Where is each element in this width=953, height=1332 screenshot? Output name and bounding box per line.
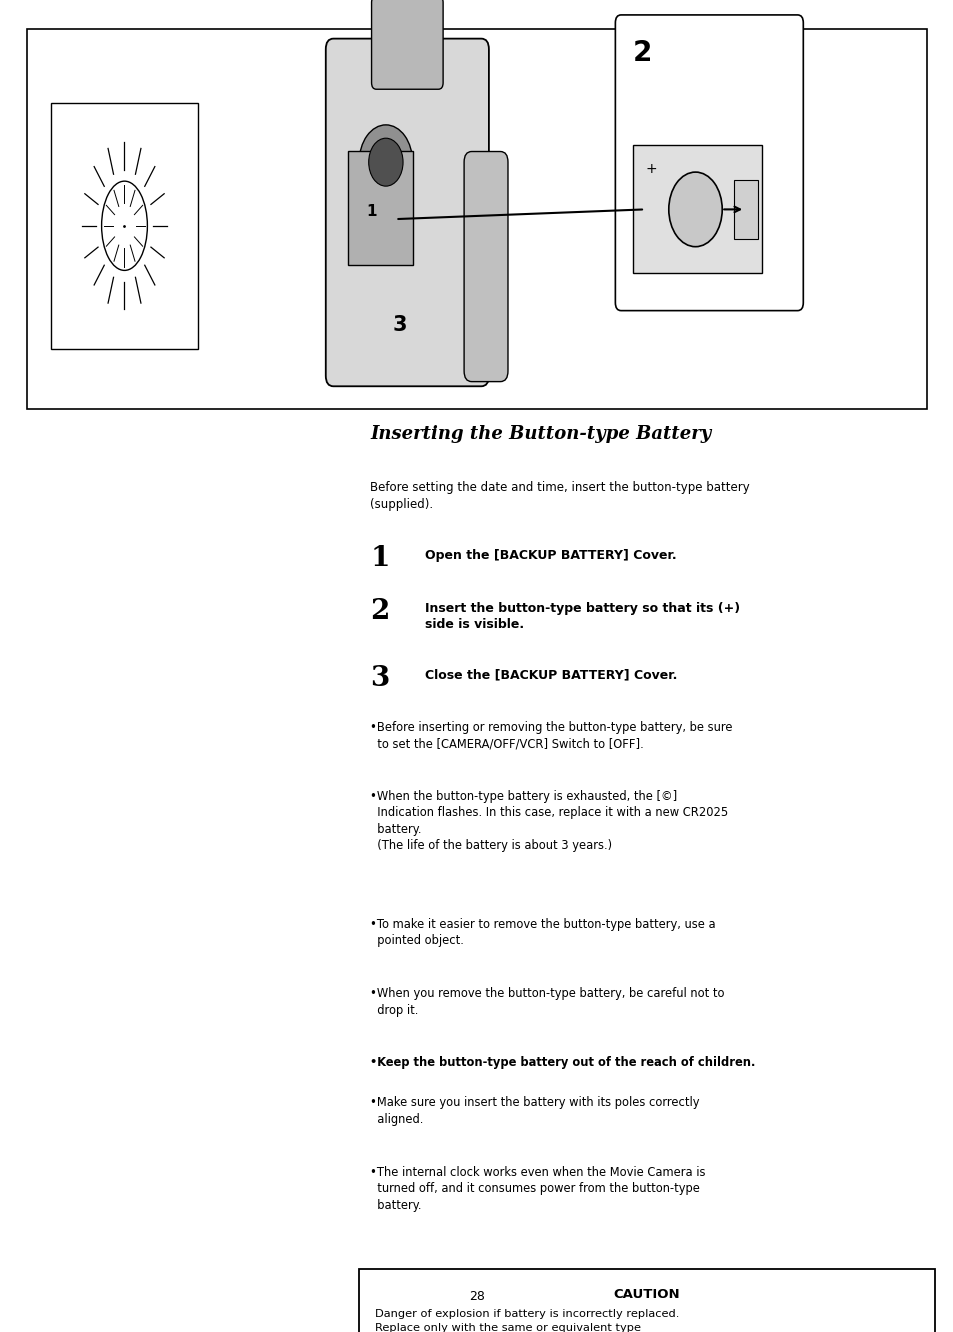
FancyBboxPatch shape bbox=[733, 180, 758, 238]
Circle shape bbox=[668, 172, 721, 246]
Text: Before setting the date and time, insert the button-type battery
(supplied).: Before setting the date and time, insert… bbox=[370, 481, 749, 511]
Text: 2: 2 bbox=[632, 39, 651, 67]
FancyBboxPatch shape bbox=[358, 1269, 934, 1332]
Text: 2: 2 bbox=[370, 598, 389, 625]
Text: •Keep the button-type battery out of the reach of children.: •Keep the button-type battery out of the… bbox=[370, 1056, 755, 1070]
FancyBboxPatch shape bbox=[615, 15, 802, 310]
FancyBboxPatch shape bbox=[347, 152, 412, 265]
FancyBboxPatch shape bbox=[463, 152, 507, 382]
Text: Close the [BACKUP BATTERY] Cover.: Close the [BACKUP BATTERY] Cover. bbox=[425, 669, 678, 682]
FancyBboxPatch shape bbox=[325, 39, 488, 386]
Text: 1: 1 bbox=[366, 204, 376, 218]
FancyBboxPatch shape bbox=[371, 0, 442, 89]
Text: •To make it easier to remove the button-type battery, use a
  pointed object.: •To make it easier to remove the button-… bbox=[370, 918, 715, 947]
Text: •The internal clock works even when the Movie Camera is
  turned off, and it con: •The internal clock works even when the … bbox=[370, 1166, 705, 1212]
Text: Open the [BACKUP BATTERY] Cover.: Open the [BACKUP BATTERY] Cover. bbox=[425, 549, 677, 562]
Text: Inserting the Button-type Battery: Inserting the Button-type Battery bbox=[370, 425, 711, 444]
Circle shape bbox=[368, 139, 402, 186]
Text: CAUTION: CAUTION bbox=[613, 1288, 679, 1301]
Circle shape bbox=[358, 125, 412, 200]
Text: •When you remove the button-type battery, be careful not to
  drop it.: •When you remove the button-type battery… bbox=[370, 987, 724, 1016]
Text: 1: 1 bbox=[370, 545, 389, 571]
Text: 28: 28 bbox=[469, 1289, 484, 1303]
Text: Insert the button-type battery so that its (+)
side is visible.: Insert the button-type battery so that i… bbox=[425, 602, 740, 631]
FancyBboxPatch shape bbox=[27, 29, 926, 409]
Text: +: + bbox=[645, 163, 657, 176]
Text: •Make sure you insert the battery with its poles correctly
  aligned.: •Make sure you insert the battery with i… bbox=[370, 1096, 699, 1126]
FancyBboxPatch shape bbox=[51, 103, 198, 349]
Text: 3: 3 bbox=[370, 665, 389, 691]
Text: Danger of explosion if battery is incorrectly replaced.
Replace only with the sa: Danger of explosion if battery is incorr… bbox=[375, 1309, 679, 1332]
FancyBboxPatch shape bbox=[632, 145, 761, 273]
Text: 3: 3 bbox=[393, 316, 407, 336]
Text: •When the button-type battery is exhausted, the [©]
  Indication flashes. In thi: •When the button-type battery is exhaust… bbox=[370, 790, 728, 852]
Text: •Before inserting or removing the button-type battery, be sure
  to set the [CAM: •Before inserting or removing the button… bbox=[370, 721, 732, 750]
